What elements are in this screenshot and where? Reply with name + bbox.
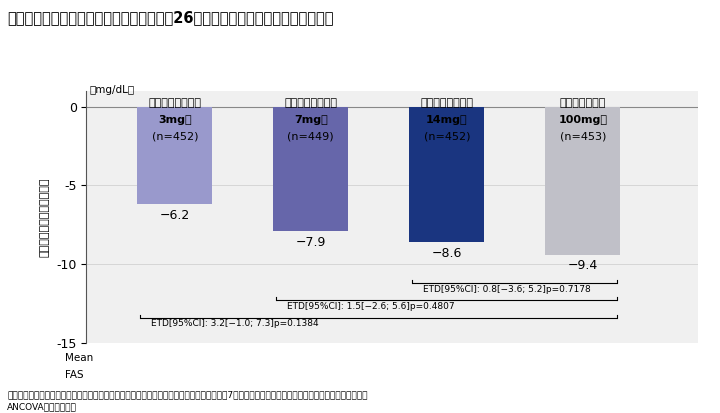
Bar <box>410 107 484 242</box>
Text: (n=453): (n=453) <box>559 131 606 141</box>
Y-axis label: ベースラインからの変化量: ベースラインからの変化量 <box>40 177 50 256</box>
Text: −8.6: −8.6 <box>431 247 462 260</box>
Text: 7mg群: 7mg群 <box>294 115 328 125</box>
Text: (n=452): (n=452) <box>151 131 198 141</box>
Text: −9.4: −9.4 <box>567 259 598 272</box>
Text: シタグリプチン: シタグリプチン <box>559 98 606 109</box>
Text: −7.9: −7.9 <box>296 236 326 249</box>
Text: 3mg群: 3mg群 <box>158 115 192 125</box>
Bar <box>138 107 212 204</box>
Text: Mean: Mean <box>65 353 93 363</box>
Text: （mg/dL）: （mg/dL） <box>89 85 134 95</box>
Text: ETD[95%CI]: 3.2[−1.0; 7.3]p=0.1384: ETD[95%CI]: 3.2[−1.0; 7.3]p=0.1384 <box>151 320 319 328</box>
Text: ANCOVAモデルで解析: ANCOVAモデルで解析 <box>7 403 77 412</box>
Text: ETD[95%CI]: 0.8[−3.6; 5.2]p=0.7178: ETD[95%CI]: 0.8[−3.6; 5.2]p=0.7178 <box>423 285 590 294</box>
Bar <box>274 107 348 231</box>
Text: (n=449): (n=449) <box>287 131 334 141</box>
Text: FAS: FAS <box>65 370 84 380</box>
Bar <box>546 107 620 254</box>
Text: (n=452): (n=452) <box>423 131 470 141</box>
Text: 経口セマグルチド: 経口セマグルチド <box>420 98 473 109</box>
Text: 食後血糖増加量のベースラインから投与後26週までの変化量［副次的評価項目］: 食後血糖増加量のベースラインから投与後26週までの変化量［副次的評価項目］ <box>7 10 333 25</box>
Text: 経口セマグルチド: 経口セマグルチド <box>148 98 202 109</box>
Text: 100mg群: 100mg群 <box>558 115 607 125</box>
Text: −6.2: −6.2 <box>160 209 190 222</box>
Text: ETD[95%CI]: 1.5[−2.6; 5.6]p=0.4807: ETD[95%CI]: 1.5[−2.6; 5.6]p=0.4807 <box>287 302 454 311</box>
Text: 経口セマグルチド: 経口セマグルチド <box>284 98 337 109</box>
Text: 14mg群: 14mg群 <box>426 115 467 125</box>
Text: 投与群、地域及び層別因子（前治療の経口糖尿病薬及び人種）を固定効果、ベースラインの7点血糖値プロファイルの食後血糖増加量を共変量とした: 投与群、地域及び層別因子（前治療の経口糖尿病薬及び人種）を固定効果、ベースライン… <box>7 390 368 399</box>
